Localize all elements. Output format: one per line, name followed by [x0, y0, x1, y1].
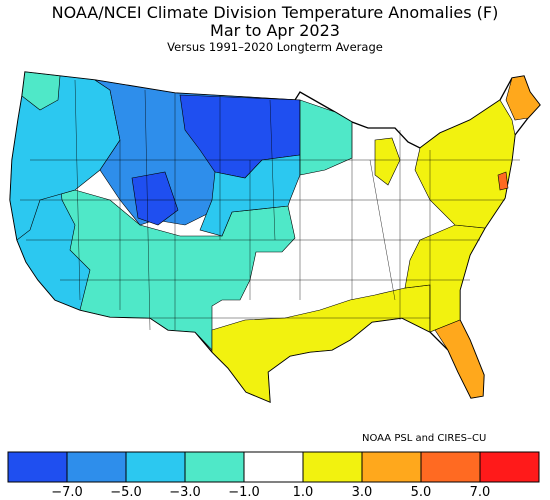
legend-bin-8 — [479, 451, 540, 483]
region-texas-gulf — [211, 284, 431, 403]
region-florida — [434, 319, 485, 399]
us-anomaly-map — [9, 71, 541, 404]
legend-bin-5 — [302, 451, 363, 483]
map-baseline: Versus 1991–2020 Longterm Average — [167, 40, 383, 54]
legend-bin-6 — [361, 451, 422, 483]
legend-tick-label: −1.0 — [228, 485, 260, 500]
legend-bin-1 — [66, 451, 127, 483]
legend-bin-4 — [243, 451, 304, 483]
region-maine — [505, 75, 541, 121]
legend-tick-label: 5.0 — [411, 485, 432, 500]
legend-tick-label: 7.0 — [470, 485, 491, 500]
legend-tick-label: 3.0 — [352, 485, 373, 500]
legend-bin-0 — [7, 451, 68, 483]
region-michigan — [374, 137, 401, 186]
legend-bin-3 — [184, 451, 245, 483]
data-credit: NOAA PSL and CIRES–CU — [362, 433, 487, 444]
region-nw-tip — [21, 71, 61, 111]
region-nj — [497, 171, 509, 191]
map-period: Mar to Apr 2023 — [210, 21, 340, 40]
map-title: NOAA/NCEI Climate Division Temperature A… — [51, 3, 499, 22]
legend-tick-label: −5.0 — [110, 485, 142, 500]
division-lines — [20, 79, 520, 331]
legend-tick-label: −3.0 — [169, 485, 201, 500]
region-wyoming-core — [131, 171, 179, 226]
legend-tick-label: −7.0 — [51, 485, 83, 500]
legend-tick-label: 1.0 — [293, 485, 314, 500]
legend-bin-2 — [125, 451, 186, 483]
legend-bin-7 — [420, 451, 481, 483]
